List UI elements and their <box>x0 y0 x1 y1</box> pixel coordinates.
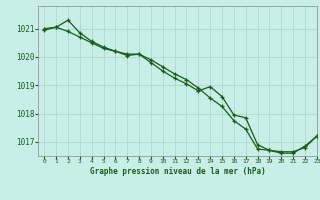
X-axis label: Graphe pression niveau de la mer (hPa): Graphe pression niveau de la mer (hPa) <box>90 167 266 176</box>
